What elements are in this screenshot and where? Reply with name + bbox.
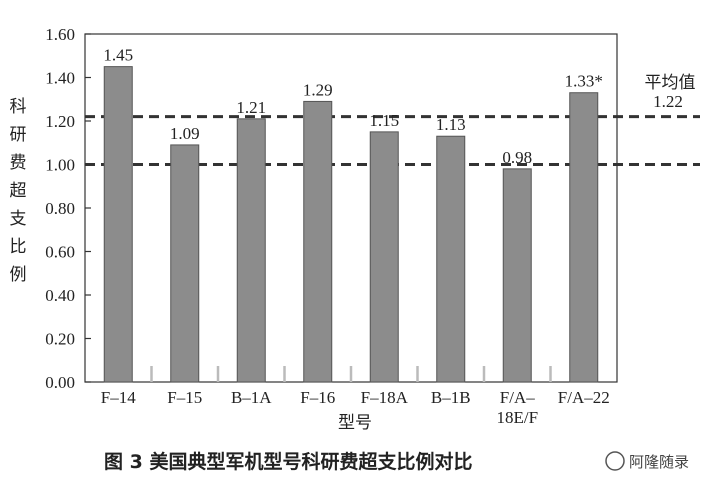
data-label: 1.33* [565, 72, 603, 91]
bar [103, 66, 133, 383]
y-tick-label: 0.80 [45, 199, 75, 218]
average-value-label: 1.22 [653, 92, 683, 111]
x-tick-labels: F–14 F–15 B–1A F–16 F–18A B–1B F/A– 18E/F F/A–22 [101, 388, 610, 427]
bar [436, 135, 466, 383]
bars [103, 66, 599, 383]
watermark-text: 阿隆随录 [629, 453, 689, 471]
bar [170, 144, 200, 383]
x-tick-label: F–15 [167, 388, 202, 407]
wechat-icon [605, 451, 625, 471]
figure-caption: 图 3 美国典型军机型号科研费超支比例对比 [104, 450, 472, 473]
data-labels: 1.45 1.09 1.21 1.29 1.15 1.13 0.98 1.33* [103, 46, 603, 167]
data-label: 1.29 [303, 80, 333, 99]
data-label: 1.15 [369, 111, 399, 130]
x-tick-label: F–14 [101, 388, 136, 407]
average-label: 平均值 [645, 73, 696, 93]
y-tick-label: 0.00 [45, 373, 75, 392]
data-label: 1.21 [236, 98, 266, 117]
y-axis-label: 科研费超支比例 [10, 97, 27, 285]
y-tick-label: 1.20 [45, 112, 75, 131]
data-label: 1.45 [103, 46, 133, 65]
bar [303, 100, 333, 383]
bar [502, 168, 532, 383]
x-tick-label: F–16 [300, 388, 335, 407]
x-tick-label: F/A– 18E/F [496, 388, 538, 427]
watermark: 阿隆随录 [605, 451, 689, 471]
data-label: 0.98 [502, 148, 532, 167]
y-tick-label: 0.20 [45, 330, 75, 349]
plot-frame [84, 33, 618, 383]
y-tick-label: 1.60 [45, 25, 75, 44]
bar [236, 118, 266, 383]
x-tick-label: F–18A [361, 388, 409, 407]
bar [369, 131, 399, 383]
y-tick-label: 1.00 [45, 156, 75, 175]
axes [84, 33, 618, 383]
x-tick-label: B–1B [431, 388, 471, 407]
data-label: 1.09 [170, 124, 200, 143]
y-tick-label: 1.40 [45, 69, 75, 88]
x-tick-label: B–1A [231, 388, 272, 407]
bar [569, 92, 599, 383]
y-tick-label: 0.60 [45, 243, 75, 262]
y-tick-labels: 0.00 0.20 0.40 0.60 0.80 1.00 1.20 1.40 1.60 [45, 25, 75, 392]
y-tick-label: 0.40 [45, 286, 75, 305]
x-axis-label: 型号 [338, 413, 372, 433]
x-tick-label: F/A–22 [558, 388, 610, 407]
data-label: 1.13 [436, 115, 466, 134]
